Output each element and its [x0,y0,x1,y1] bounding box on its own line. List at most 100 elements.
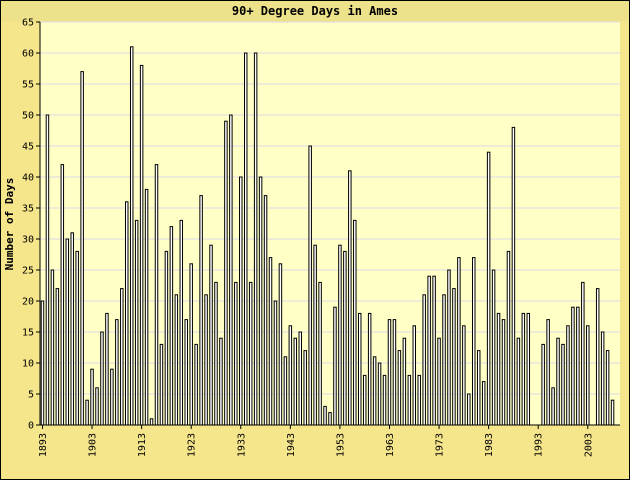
x-tick-label: 1963 [385,433,396,457]
bar-1910 [125,201,129,426]
bar-1904 [95,387,99,426]
bar-1907 [110,368,114,426]
bar-1950 [323,405,327,426]
bar-1983 [486,151,491,426]
bar-1895 [50,269,55,426]
bar-1916 [154,164,159,426]
x-tick-label: 1993 [534,433,545,457]
bar-2005 [595,288,600,426]
bar-1914 [144,188,149,426]
y-tick-label: 45 [22,142,34,153]
bar-1894 [45,114,50,426]
bar-1921 [179,219,184,426]
bar-1925 [199,195,203,426]
bar-1967 [407,374,412,426]
y-tick-label: 0 [28,421,34,432]
bar-1941 [278,263,283,426]
bar-1976 [452,288,456,426]
bar-1902 [85,399,89,426]
y-axis: 0 5 10 15 20 25 30 35 40 45 50 55 60 65 [22,18,41,432]
bar-2002 [581,281,585,426]
bar-1913 [139,64,144,426]
bar-1947 [308,145,312,426]
bar-1960 [372,356,377,426]
bar-1936 [253,52,258,426]
bar-1973 [437,337,441,426]
y-tick-label: 10 [22,359,34,370]
bar-1955 [348,170,352,426]
bar-1930 [224,120,228,426]
bar-1923 [189,263,193,426]
bar-1990 [521,312,526,426]
bar-1991 [526,312,531,426]
bar-1965 [397,350,402,426]
y-tick-label: 25 [22,266,34,277]
y-tick-label: 55 [22,80,34,91]
bar-1940 [273,300,278,426]
bar-1934 [243,52,248,426]
bar-1924 [194,343,198,426]
bar-1942 [283,356,288,426]
y-axis-title: Number of Days [3,178,16,271]
bar-1927 [209,244,213,426]
bar-1982 [481,381,486,426]
bar-1996 [551,387,555,426]
bar-1979 [467,393,471,426]
bar-1938 [263,195,268,426]
bar-1956 [353,219,357,426]
bar-1908 [115,319,119,426]
bar-1897 [60,164,65,426]
x-tick-label: 1973 [435,433,446,457]
bar-1981 [476,350,481,426]
y-tick-label: 15 [22,328,34,339]
bar-1952 [333,306,337,426]
bar-1988 [511,126,516,426]
bar-1898 [65,238,70,426]
bar-1905 [100,331,104,426]
chart-title: 90+ Degree Days in Ames [232,4,398,18]
bar-1975 [447,269,451,426]
y-tick-label: 35 [22,204,34,215]
bar-1953 [338,244,342,426]
bar-1971 [427,275,431,426]
bar-1918 [164,250,169,426]
bar-1929 [219,337,223,426]
bar-1944 [293,337,298,426]
bar-1915 [149,418,154,426]
bar-1932 [234,281,238,426]
bar-1969 [417,374,421,426]
bar-1933 [239,176,243,426]
x-tick-label: 1933 [236,433,247,457]
bar-1931 [229,114,233,426]
bar-1963 [387,319,392,426]
y-tick-label: 65 [22,18,34,29]
bar-1943 [288,325,293,426]
bar-2003 [586,325,590,426]
bar-1970 [422,294,426,426]
title-band [1,1,629,21]
bar-1928 [214,281,218,426]
bar-1912 [134,219,139,426]
bar-1951 [328,412,332,426]
bar-1945 [298,331,302,426]
bar-1900 [75,250,79,426]
y-tick-label: 20 [22,297,34,308]
y-tick-label: 50 [22,111,34,122]
bar-1911 [129,46,134,426]
bar-1937 [258,176,263,426]
bar-1949 [318,281,322,426]
x-tick-label: 1913 [137,433,148,457]
bar-1909 [120,288,124,426]
bar-1906 [105,312,109,426]
x-tick-label: 1893 [38,433,49,457]
bar-1964 [392,319,397,426]
bar-1935 [248,281,253,426]
bar-2000 [571,306,575,426]
bar-1972 [432,275,436,426]
bar-1957 [358,312,362,426]
bar-1899 [70,232,74,426]
bar-1998 [561,343,565,426]
bar-1974 [442,294,446,426]
bar-1968 [412,325,417,426]
